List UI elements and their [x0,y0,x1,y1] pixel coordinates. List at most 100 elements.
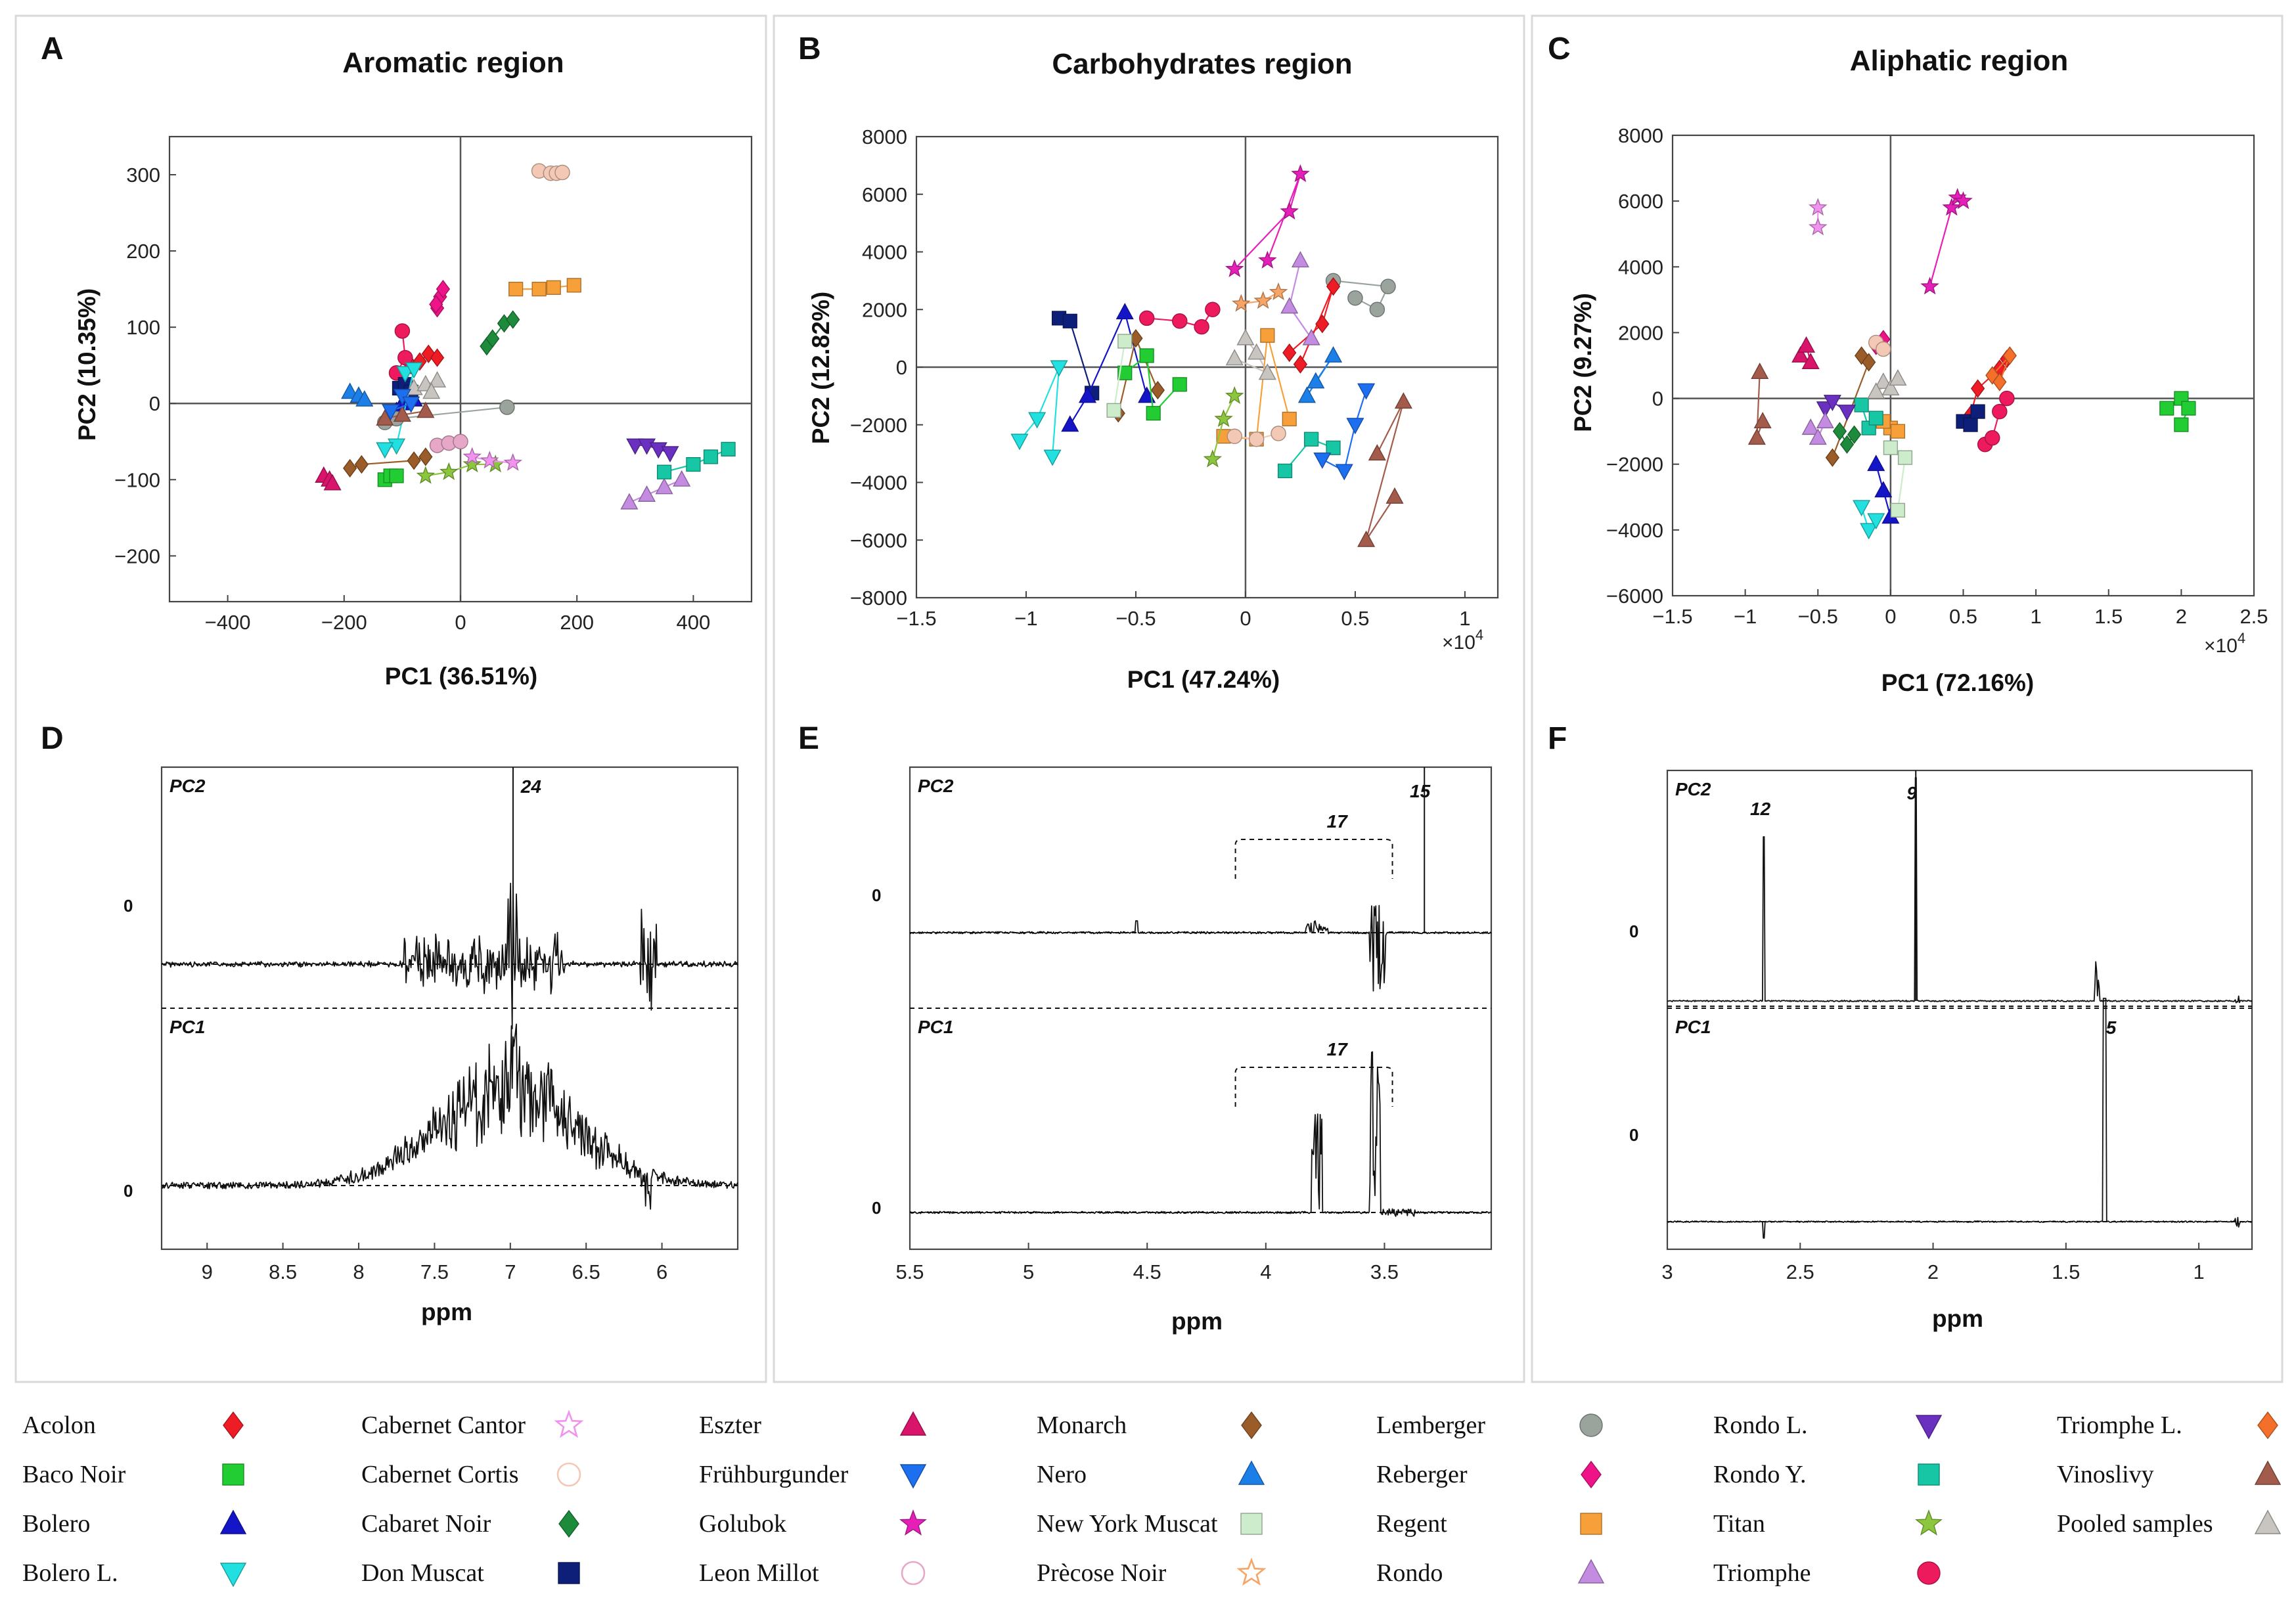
legend-label-cabernet-cortis: Cabernet Cortis [361,1461,519,1488]
x-axis-label-d: ppm [421,1299,472,1325]
data-point-cabernet-cantor [462,447,482,465]
x-tick-label-b: −0.5 [1115,607,1156,630]
series-line-pooled-samples [1234,338,1269,375]
series-bolero-l-a [376,362,423,459]
x-multiplier-b: ×104 [1442,627,1483,654]
data-point-cabernet-cantor [503,453,523,471]
data-point-vinoslivy [393,405,411,422]
zero-label-pc1-e: 0 [872,1198,881,1218]
data-point-triomphe [1992,403,2008,420]
x-tick-label-c: 0 [1885,605,1896,628]
trace-label-pc1-e: PC1 [918,1017,953,1037]
chart-title-b: Carbohydrates region [1052,48,1352,80]
data-point-rondo [1291,251,1309,268]
chart-title-a: Aromatic region [342,47,564,79]
data-point-bolero [1078,386,1097,403]
data-point-leon-millot [453,433,468,450]
x-tick-label-c: −1 [1734,605,1757,628]
legend-label-regent: Regent [1376,1510,1447,1538]
data-point-baco-noir [389,468,404,483]
series-lemberger-b [1325,273,1396,318]
data-point-rondo [1801,418,1820,435]
series-line-baco-noir [1124,354,1181,415]
x-tick-label-d: 8 [353,1260,364,1283]
data-point-rondo-l [661,446,679,463]
series-precose-noir-b [1231,282,1288,312]
data-point-don-muscat [1062,313,1077,328]
legend-marker-bolero-l [219,1563,247,1588]
legend-marker-rondo-l [1915,1415,1943,1440]
data-point-bolero [1115,303,1134,320]
legend: Acolon Baco Noir Bolero Bolero L. Cabernet C… [22,1410,2282,1588]
data-point-vinoslivy [1357,530,1376,547]
peak-annotation-5-pc1-f: 5 [2106,1017,2117,1038]
spectra-plot-f: 3 2.5 2 1.5 1 PC2 0 12 9 PC1 0 5 [1629,769,2253,1283]
data-point-pooled-samples [428,370,447,388]
series-line-titan [1211,395,1236,460]
y-tick-label-b: 4000 [862,241,907,264]
data-point-titan [439,462,459,480]
series-baco-noir-a [377,468,404,487]
series-rondo-y-b [1277,432,1341,479]
series-new-york-muscat-b [1106,334,1133,418]
data-point-rondo-y [657,464,672,479]
data-point-triomphe-l [1992,372,2007,391]
x-tick-label-a: 200 [560,611,594,634]
spectrum-trace-pc2-f [1667,777,2253,1004]
data-point-acolon [1293,355,1308,374]
series-line-fruhburgunder [1322,389,1367,472]
legend-item-nero: Nero [1037,1460,1265,1488]
data-point-new-york-muscat [1117,334,1133,349]
legend-label-eszter: Eszter [699,1411,761,1439]
x-tick-label-c: −1.5 [1652,605,1692,628]
legend-item-pooled-samples: Pooled samples [2057,1509,2282,1538]
series-reberger-a [429,279,451,318]
x-axis-label-f: ppm [1932,1305,1983,1332]
data-point-triomphe [1205,301,1221,318]
x-tick-label-f: 1 [2193,1260,2204,1283]
series-monarch-a [343,447,433,478]
data-point-rondo-y [721,441,736,456]
data-point-acolon [1971,379,1985,398]
series-line-triomphe [1146,309,1213,328]
y-axis-label-b: PC2 (12.82%) [807,292,834,444]
data-point-precose-noir [1253,291,1272,309]
data-point-regent [546,280,561,295]
x-tick-label-f: 2 [1927,1260,1939,1283]
series-line-monarch [349,456,426,469]
data-point-monarch [1825,448,1839,467]
y-tick-label-a: 300 [126,164,160,187]
x-axis-label-a: PC1 (36.51%) [385,663,537,690]
data-point-pooled-samples [1889,369,1907,386]
data-point-bolero-l [405,362,423,379]
series-fruhburgunder-b [1313,383,1376,481]
data-point-rondo [1809,428,1827,445]
data-point-vinoslivy [1385,487,1404,504]
peak-bracket-pc2-e [1234,839,1393,879]
legend-item-don-muscat: Don Muscat [361,1559,580,1587]
data-point-vinoslivy [1368,444,1386,461]
data-point-pooled-samples [1881,379,1900,395]
zero-label-pc2-f: 0 [1629,922,1638,941]
legend-item-vinoslivy: Vinoslivy [2057,1460,2282,1488]
panel-letter-c: C [1548,32,1571,66]
y-tick-label-b: −8000 [850,587,907,610]
legend-label-cabaret-noir: Cabaret Noir [361,1510,491,1538]
peak-annotation-17-pc2-e: 17 [1327,811,1349,832]
x-tick-label-f: 3 [1661,1260,1673,1283]
data-point-don-muscat [1963,417,1978,432]
data-point-pooled-samples [1248,343,1266,360]
data-point-bolero-l [1853,500,1871,517]
data-point-acolon [1282,343,1297,363]
data-point-bolero-l [1028,412,1047,429]
series-eszter-c [1791,336,1820,369]
legend-marker-cabaret-noir [558,1509,579,1538]
x-tick-label-e: 3.5 [1370,1260,1399,1283]
series-baco-noir-b [1117,348,1187,421]
data-point-reberger [436,279,451,299]
data-point-vinoslivy [1751,363,1769,379]
legend-item-triomphe: Triomphe [1713,1559,1941,1587]
scatter-plot-c: −1.5 −1 −0.5 0 0.5 1 1.5 2 2.5 −6000 −4000 −2000 0 20… [1606,124,2268,628]
data-point-lemberger [1369,301,1385,318]
series-line-rondo-y [664,448,729,473]
